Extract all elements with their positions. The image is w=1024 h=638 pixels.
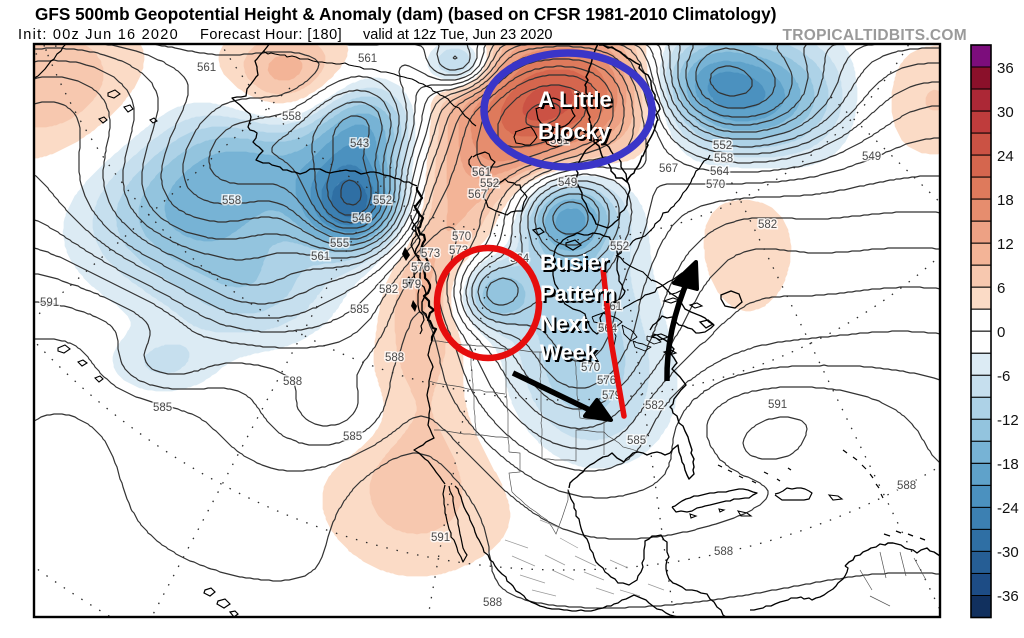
svg-text:591: 591 bbox=[768, 399, 787, 411]
svg-text:588: 588 bbox=[283, 376, 302, 388]
svg-text:567: 567 bbox=[659, 163, 678, 175]
svg-text:552: 552 bbox=[480, 178, 499, 190]
svg-text:Busier: Busier bbox=[540, 250, 609, 275]
svg-text:585: 585 bbox=[153, 402, 172, 414]
svg-text:585: 585 bbox=[350, 304, 369, 316]
svg-text:570: 570 bbox=[706, 179, 725, 191]
svg-text:582: 582 bbox=[379, 284, 398, 296]
svg-text:Pattern: Pattern bbox=[542, 283, 618, 308]
svg-text:582: 582 bbox=[645, 400, 664, 412]
svg-text:546: 546 bbox=[352, 213, 371, 225]
svg-text:-36: -36 bbox=[997, 588, 1019, 605]
svg-text:570: 570 bbox=[452, 231, 471, 243]
svg-text:561: 561 bbox=[311, 251, 330, 263]
svg-text:561: 561 bbox=[197, 62, 216, 74]
svg-text:588: 588 bbox=[385, 352, 404, 364]
svg-text:573: 573 bbox=[421, 248, 440, 260]
svg-text:549: 549 bbox=[558, 177, 577, 189]
svg-text:576: 576 bbox=[411, 262, 430, 274]
svg-text:591: 591 bbox=[431, 532, 450, 544]
svg-text:A Little: A Little bbox=[540, 89, 614, 114]
svg-text:582: 582 bbox=[758, 219, 777, 231]
svg-text:567: 567 bbox=[468, 189, 487, 201]
svg-text:558: 558 bbox=[222, 195, 241, 207]
svg-text:0: 0 bbox=[997, 324, 1005, 341]
svg-text:Week: Week bbox=[540, 340, 598, 365]
svg-text:Blocky: Blocky bbox=[538, 119, 611, 144]
svg-text:18: 18 bbox=[997, 192, 1014, 209]
svg-text:552: 552 bbox=[713, 140, 732, 152]
svg-text:588: 588 bbox=[897, 480, 916, 492]
svg-text:585: 585 bbox=[627, 435, 646, 447]
svg-text:552: 552 bbox=[610, 241, 629, 253]
svg-text:588: 588 bbox=[714, 546, 733, 558]
svg-text:543: 543 bbox=[350, 138, 369, 150]
svg-text:561: 561 bbox=[358, 53, 377, 65]
svg-text:-24: -24 bbox=[997, 500, 1019, 517]
svg-text:558: 558 bbox=[714, 153, 733, 165]
svg-text:561: 561 bbox=[472, 167, 491, 179]
svg-text:Week: Week bbox=[542, 342, 600, 367]
svg-text:36: 36 bbox=[997, 60, 1014, 77]
svg-text:Blocky: Blocky bbox=[540, 121, 613, 146]
svg-text:24: 24 bbox=[997, 148, 1014, 165]
svg-text:6: 6 bbox=[997, 280, 1005, 297]
svg-text:558: 558 bbox=[282, 111, 301, 123]
svg-text:564: 564 bbox=[710, 166, 730, 178]
svg-text:-6: -6 bbox=[997, 368, 1010, 385]
svg-text:588: 588 bbox=[483, 597, 502, 609]
svg-text:A Little: A Little bbox=[538, 87, 612, 112]
svg-text:Next: Next bbox=[540, 311, 588, 336]
svg-text:579: 579 bbox=[402, 279, 421, 291]
svg-text:-18: -18 bbox=[997, 456, 1019, 473]
svg-text:12: 12 bbox=[997, 236, 1014, 253]
svg-text:585: 585 bbox=[343, 431, 362, 443]
svg-text:Pattern: Pattern bbox=[540, 281, 616, 306]
svg-text:555: 555 bbox=[330, 238, 349, 250]
svg-text:30: 30 bbox=[997, 104, 1014, 121]
svg-text:561: 561 bbox=[550, 135, 569, 147]
svg-text:549: 549 bbox=[862, 151, 881, 163]
svg-text:591: 591 bbox=[40, 297, 59, 309]
svg-text:552: 552 bbox=[373, 195, 392, 207]
svg-text:Next: Next bbox=[542, 313, 590, 338]
svg-text:576: 576 bbox=[597, 375, 616, 387]
svg-text:-12: -12 bbox=[997, 412, 1019, 429]
svg-text:570: 570 bbox=[581, 362, 600, 374]
svg-text:-30: -30 bbox=[997, 544, 1019, 561]
svg-text:Busier: Busier bbox=[542, 252, 611, 277]
